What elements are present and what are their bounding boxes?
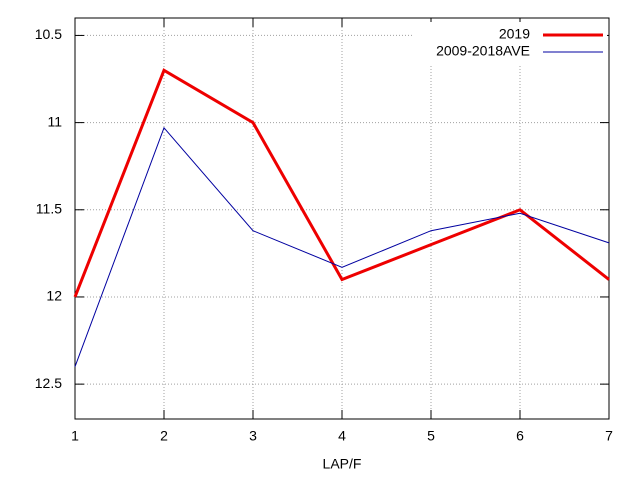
x-tick-label: 5 [427,428,435,444]
y-tick-label: 11.5 [36,200,62,216]
x-tick-label: 2 [160,428,168,444]
series-line [74,126,610,367]
legend-box [412,22,607,64]
y-tick-label: 10.5 [35,26,62,42]
x-tick-label: 3 [249,428,257,444]
legend-label: 2009-2018AVE [436,43,530,59]
x-tick-label: 6 [516,428,524,444]
x-tick-label: 4 [338,428,346,444]
x-tick-label: 1 [71,428,79,444]
y-tick-label: 11 [47,113,62,129]
y-tick-label: 12.5 [35,375,62,391]
y-tick-label: 12 [46,288,62,304]
x-axis-label: LAP/F [323,456,362,472]
x-tick-label: 7 [605,428,613,444]
legend-label: 2019 [499,26,530,42]
plot-frame [74,17,610,420]
series-line [73,68,610,298]
